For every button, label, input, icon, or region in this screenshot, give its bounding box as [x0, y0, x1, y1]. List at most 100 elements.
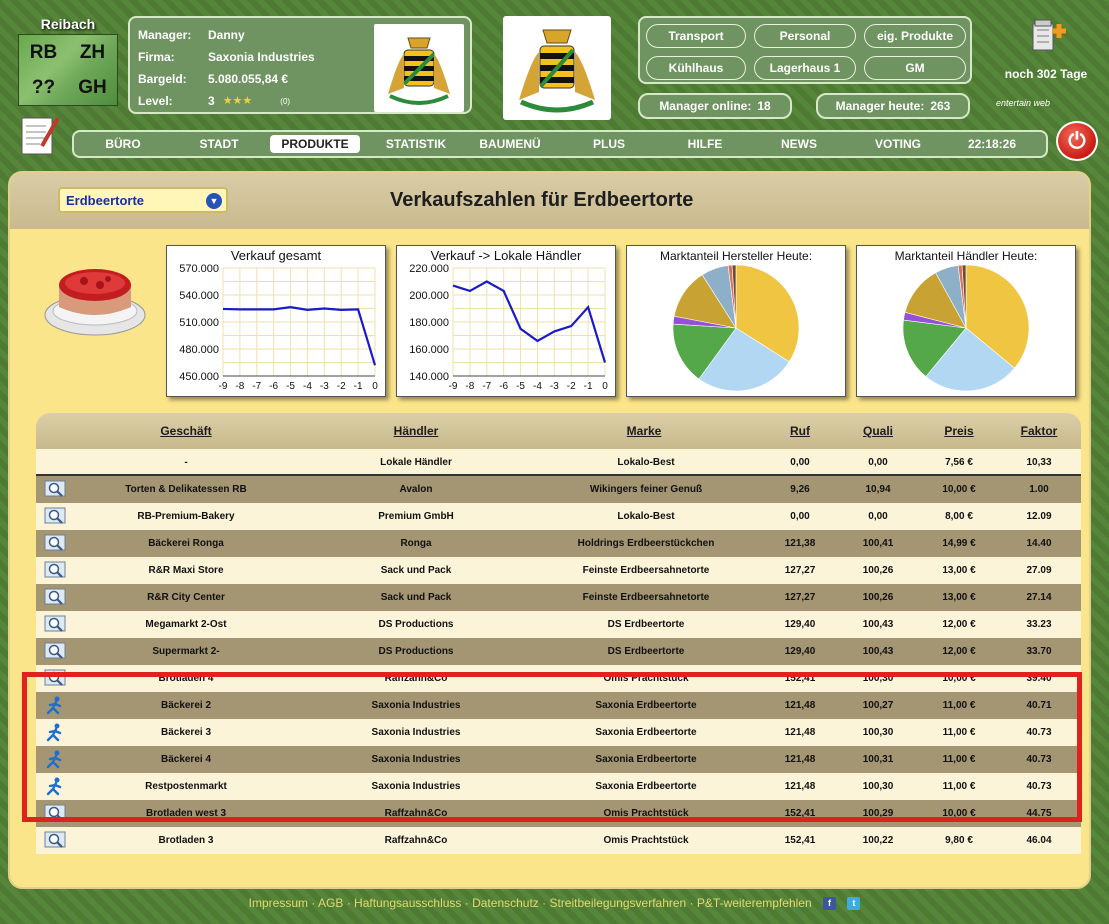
footer-link-weiterempfehlen[interactable]: P&T-weiterempfehlen [696, 896, 812, 910]
col-brand-header[interactable]: Marke [626, 424, 662, 438]
cell-dealer: Premium GmbH [378, 511, 454, 522]
cell-quali: 100,30 [862, 727, 894, 738]
personal-button[interactable]: Personal [754, 24, 856, 48]
pie-chart [902, 264, 1030, 392]
col-preis-header[interactable]: Preis [944, 424, 974, 438]
col-dealer-header[interactable]: Händler [393, 424, 439, 438]
pie-slice [672, 323, 737, 380]
cold-storage-button[interactable]: Kühlhaus [646, 56, 746, 80]
col-ruf-header[interactable]: Ruf [790, 424, 810, 438]
district-label[interactable]: ZH [79, 41, 106, 63]
chevron-down-icon[interactable]: ▼ [206, 193, 222, 209]
notepad-icon[interactable] [18, 112, 62, 158]
series-line [222, 306, 377, 366]
cell-brand: Saxonia Erdbeertorte [595, 727, 697, 738]
twitter-icon[interactable]: t [847, 897, 861, 911]
runner-icon[interactable] [44, 750, 66, 769]
magnifier-icon[interactable] [44, 615, 66, 634]
footer-separator: · [308, 896, 319, 910]
cell-dealer: Avalon [399, 484, 433, 495]
cell-faktor: 33.70 [1026, 646, 1052, 657]
x-tick-label: -2 [337, 381, 346, 392]
menu-buero[interactable]: BÜRO [105, 137, 141, 151]
chart-local-dealers: Verkauf -> Lokale Händler 220.000 200.000… [396, 245, 616, 397]
cell-faktor: 10,33 [1026, 457, 1052, 468]
footer-link-impressum[interactable]: Impressum [248, 896, 308, 910]
magnifier-icon[interactable] [44, 588, 66, 607]
magnifier-icon[interactable] [44, 831, 66, 850]
footer-link-agb[interactable]: AGB [318, 896, 344, 910]
cell-ruf: 152,41 [784, 808, 816, 819]
runner-icon[interactable] [44, 723, 66, 742]
cell-dealer: Saxonia Industries [371, 754, 461, 765]
grid [222, 267, 376, 377]
cell-preis: 12,00 € [942, 619, 976, 630]
magnifier-icon[interactable] [44, 480, 66, 499]
magnifier-icon[interactable] [44, 642, 66, 661]
sales-panel-header: Erdbeertorte ▼ Verkaufszahlen für Erdbee… [10, 173, 1089, 229]
city-name: Reibach [40, 16, 96, 32]
cell-shop: Brotladen 3 [158, 835, 214, 846]
district-label[interactable]: GH [78, 76, 107, 98]
magnifier-icon[interactable] [44, 561, 66, 580]
entertainweb-logo[interactable]: entertain web [996, 98, 1051, 108]
col-quali-header[interactable]: Quali [862, 424, 893, 438]
gm-button[interactable]: GM [864, 56, 966, 80]
cell-faktor: 27.14 [1026, 592, 1052, 603]
menu-voting[interactable]: VOTING [874, 137, 921, 151]
level-label: Level: [138, 94, 173, 108]
menu-statistik[interactable]: STATISTIK [385, 137, 447, 151]
level-stars: ★★★ [222, 95, 253, 107]
menu-stadt[interactable]: STADT [199, 137, 239, 151]
y-tick-label: 220.000 [409, 263, 449, 275]
cell-shop: Brotladen west 3 [145, 808, 227, 819]
transport-button[interactable]: Transport [646, 24, 746, 48]
cell-dealer: DS Productions [378, 646, 454, 657]
own-products-button[interactable]: eig. Produkte [864, 24, 966, 48]
cell-ruf: 152,41 [784, 835, 816, 846]
col-faktor-header[interactable]: Faktor [1020, 424, 1058, 438]
menu-plus[interactable]: PLUS [592, 137, 625, 151]
warehouse-button[interactable]: Lagerhaus 1 [754, 56, 856, 80]
menu-news[interactable]: NEWS [781, 137, 817, 151]
footer-link-haftung[interactable]: Haftungsausschluss [354, 896, 462, 910]
cell-faktor: 40.73 [1026, 754, 1052, 765]
runner-icon[interactable] [44, 777, 66, 796]
add-premium-icon[interactable] [1023, 16, 1069, 58]
city-widget[interactable]: Reibach RB ZH ?? GH [14, 16, 122, 112]
footer-link-datenschutz[interactable]: Datenschutz [472, 896, 539, 910]
magnifier-icon[interactable] [44, 534, 66, 553]
pie-title: Marktanteil Hersteller Heute: [659, 249, 813, 263]
cell-ruf: 0,00 [790, 457, 810, 468]
cell-preis: 7,56 € [945, 457, 973, 468]
cell-faktor: 40.73 [1026, 781, 1052, 792]
cell-ruf: 121,48 [784, 700, 816, 711]
online-value: 18 [757, 99, 771, 113]
cell-dealer: Raffzahn&Co [384, 673, 448, 684]
district-label[interactable]: ?? [31, 76, 56, 98]
x-tick-label: -3 [550, 381, 559, 392]
facebook-icon[interactable]: f [822, 897, 836, 911]
magnifier-icon[interactable] [44, 669, 66, 688]
magnifier-icon[interactable] [44, 507, 66, 526]
city-minimap[interactable]: RB ZH ?? GH [18, 34, 118, 106]
district-label[interactable]: RB [29, 41, 58, 63]
menu-baumenue[interactable]: BAUMENÜ [479, 137, 541, 151]
x-tick-label: 0 [372, 381, 378, 392]
runner-icon[interactable] [44, 696, 66, 715]
logout-button[interactable]: ⏻ [1056, 121, 1098, 161]
menu-produkte[interactable]: PRODUKTE [270, 135, 360, 153]
cell-shop: R&R City Center [147, 592, 225, 603]
cell-brand: DS Erdbeertorte [607, 619, 685, 630]
premium-days-box[interactable]: noch 302 Tage [994, 16, 1098, 81]
cell-quali: 100,30 [862, 673, 894, 684]
menu-hilfe[interactable]: HILFE [687, 137, 723, 151]
bargeld-value: 5.080.055,84 € [208, 72, 289, 86]
magnifier-icon[interactable] [44, 804, 66, 823]
footer-link-streitbeilegung[interactable]: Streitbeilegungsverfahren [549, 896, 687, 910]
product-select[interactable]: Erdbeertorte ▼ [58, 187, 228, 213]
sales-table: Geschäft Händler Marke Ruf Quali Preis F… [36, 413, 1081, 854]
company-crest-icon[interactable] [374, 24, 464, 112]
col-shop-header[interactable]: Geschäft [160, 424, 212, 438]
days-left-label: noch 302 Tage [1004, 67, 1088, 81]
